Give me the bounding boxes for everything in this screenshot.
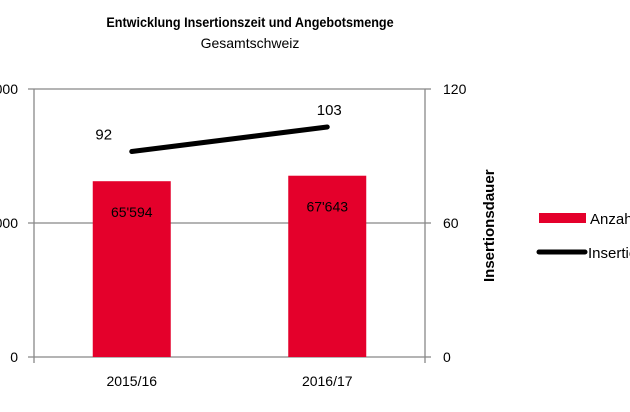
bar-data-label: 65'594: [111, 204, 153, 220]
left-tick-label: 0: [10, 349, 18, 365]
legend-swatch-bars: [539, 213, 586, 223]
bar: [288, 175, 367, 357]
legend-label: Anzahl: [590, 211, 630, 228]
left-tick-label: 100'000: [0, 81, 18, 97]
line-series: [129, 124, 330, 155]
right-tick-label: 0: [443, 349, 451, 365]
chart-title: Entwicklung Insertionszeit und Angebotsm…: [106, 14, 394, 30]
line-data-label: 103: [317, 102, 342, 119]
bar-data-label: 67'643: [306, 199, 348, 215]
x-tick-label: 2015/16: [106, 373, 157, 389]
left-tick-label: 50'000: [0, 215, 18, 231]
right-tick-label: 120: [443, 81, 467, 97]
line-data-label: 92: [95, 127, 112, 144]
bar: [92, 181, 171, 357]
right-axis-title: Insertionsdauer: [481, 169, 498, 282]
x-tick-label: 2016/17: [302, 373, 353, 389]
right-tick-label: 60: [443, 215, 459, 231]
chart-subtitle: Gesamtschweiz: [200, 35, 300, 51]
legend-label: Insertionsdauer: [588, 245, 630, 262]
